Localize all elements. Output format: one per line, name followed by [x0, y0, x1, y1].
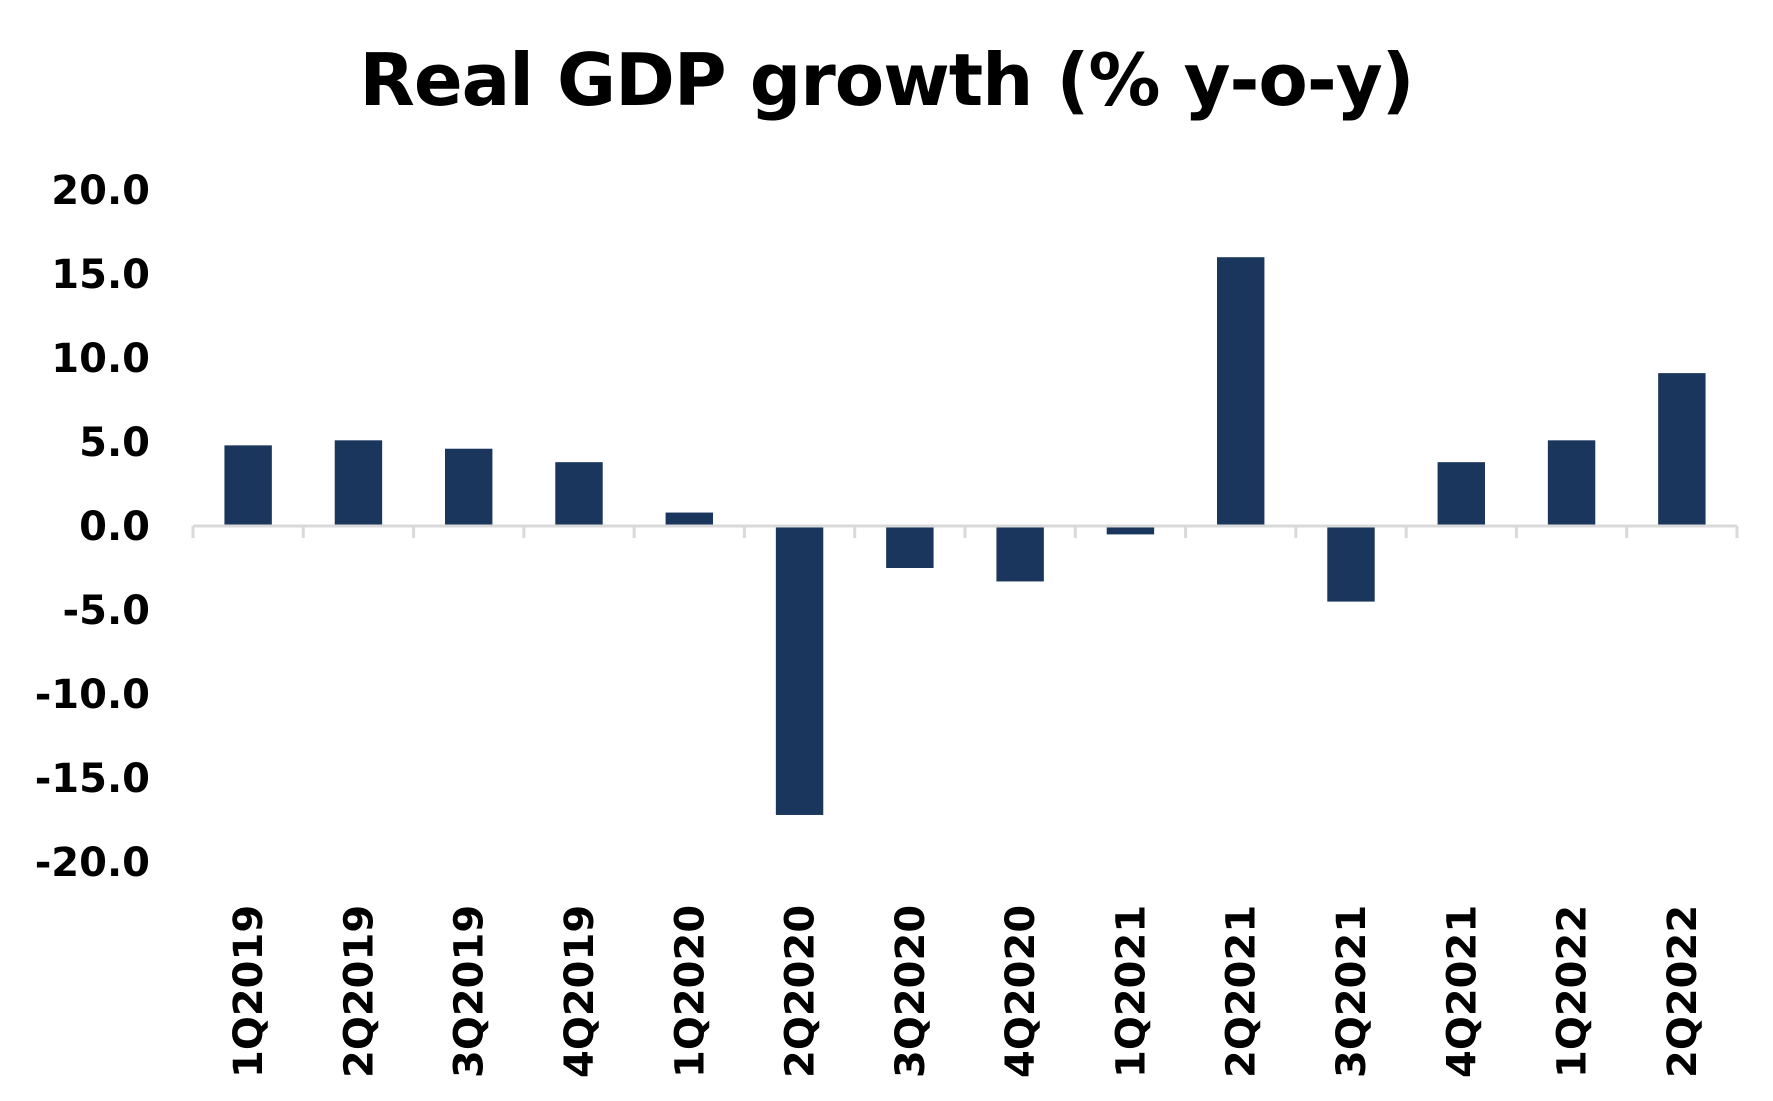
- bar-4Q2019: [555, 462, 603, 526]
- x-tick-label: 2Q2022: [1660, 905, 1706, 1078]
- x-tick-label: 2Q2021: [1219, 905, 1265, 1078]
- bar-2Q2019: [334, 440, 383, 526]
- bar-1Q2022: [1547, 440, 1596, 526]
- y-tick-label: 10.0: [51, 336, 150, 382]
- x-axis: [191, 524, 1739, 538]
- bar-3Q2021: [1327, 526, 1375, 602]
- bar-group: [224, 257, 1706, 815]
- x-tick-label: 1Q2019: [226, 905, 272, 1078]
- x-tick-label: 2Q2019: [336, 905, 382, 1078]
- y-tick-label: 0.0: [79, 504, 150, 550]
- y-tick-label: 5.0: [79, 420, 150, 466]
- bar-1Q2020: [665, 512, 713, 526]
- x-tick-label: 1Q2020: [667, 905, 713, 1078]
- bar-4Q2020: [996, 526, 1044, 582]
- x-tick-label: 1Q2022: [1550, 905, 1596, 1078]
- y-tick-label: 15.0: [51, 252, 150, 298]
- x-tick-label: 4Q2021: [1439, 905, 1485, 1078]
- bar-1Q2021: [1106, 526, 1155, 535]
- bar-4Q2021: [1437, 462, 1485, 526]
- x-tick-label: 1Q2021: [1108, 905, 1154, 1078]
- y-tick-label: -15.0: [35, 756, 150, 802]
- x-tick-label: 3Q2021: [1329, 905, 1375, 1078]
- x-tick-label: 2Q2020: [778, 905, 824, 1078]
- bar-1Q2019: [224, 445, 272, 526]
- bar-3Q2019: [445, 448, 493, 526]
- chart-title: Real GDP growth (% y-o-y): [359, 38, 1414, 122]
- y-tick-label: -10.0: [35, 672, 150, 718]
- y-axis-tick-labels: 20.0 15.0 10.0 5.0 0.0 -5.0 -10.0 -15.0 -20.0: [35, 168, 150, 886]
- y-tick-label: 20.0: [51, 168, 150, 214]
- bar-2Q2022: [1658, 373, 1706, 526]
- y-tick-label: -20.0: [35, 840, 150, 886]
- x-axis-tick-labels: 1Q2019 2Q2019 3Q2019 4Q2019 1Q2020 2Q2020 3Q20…: [226, 905, 1706, 1078]
- bar-2Q2021: [1217, 257, 1265, 526]
- bar-2Q2020: [775, 526, 824, 815]
- x-tick-label: 4Q2019: [557, 905, 603, 1078]
- x-tick-label: 4Q2020: [998, 905, 1044, 1078]
- bar-3Q2020: [886, 526, 934, 568]
- x-tick-label: 3Q2019: [447, 905, 493, 1078]
- y-tick-label: -5.0: [63, 588, 150, 634]
- x-tick-label: 3Q2020: [888, 905, 934, 1078]
